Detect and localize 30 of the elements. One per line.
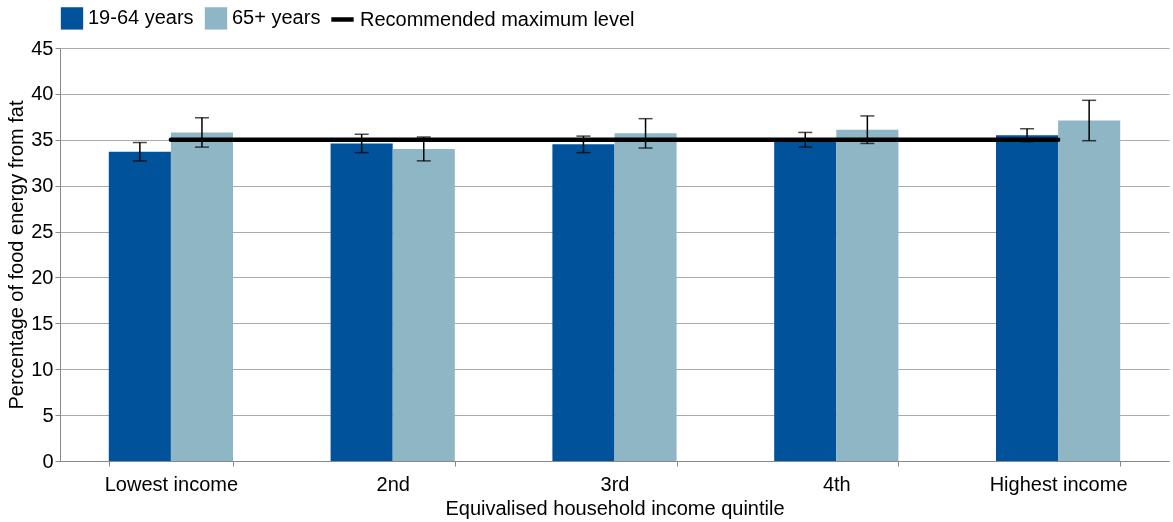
x-axis-title: Equivalised household income quintile [445, 496, 785, 519]
y-tick-label: 20 [31, 265, 54, 288]
y-tick-label: 35 [31, 128, 54, 151]
y-tick-label: 25 [31, 220, 54, 243]
y-tick-label: 45 [31, 36, 54, 59]
bar [330, 143, 393, 461]
bar [552, 144, 615, 461]
bar [996, 135, 1059, 461]
bar [614, 133, 677, 461]
x-tick-label: Highest income [989, 472, 1128, 495]
y-tick-label: 15 [31, 311, 54, 334]
x-tick-label: 3rd [600, 472, 630, 495]
bar [170, 132, 233, 461]
bar [774, 139, 837, 461]
x-tick-label: 2nd [376, 472, 410, 495]
legend-label: 19-64 years [88, 6, 194, 29]
bar [392, 148, 455, 461]
y-axis-title: Percentage of food energy from fat [5, 100, 28, 410]
legend-label: Recommended maximum level [360, 7, 635, 30]
x-tick-label: Lowest income [104, 472, 239, 495]
bar [836, 129, 899, 461]
y-tick-label: 40 [31, 82, 54, 105]
legend-label: 65+ years [232, 6, 321, 29]
y-tick-label: 10 [31, 357, 54, 380]
y-tick-label: 5 [42, 403, 54, 426]
bar [108, 151, 171, 461]
bar [1058, 120, 1121, 461]
y-tick-label: 30 [31, 174, 54, 197]
y-tick-label: 0 [42, 449, 54, 472]
x-tick-label: 4th [822, 472, 851, 495]
